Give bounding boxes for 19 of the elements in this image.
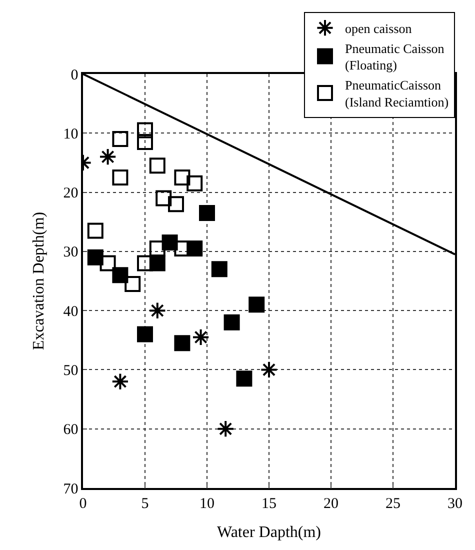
legend-label: open caisson — [345, 20, 412, 36]
y-tick-label: 70 — [63, 481, 78, 498]
y-tick-label: 20 — [63, 186, 78, 202]
y-tick-label: 0 — [70, 67, 78, 84]
x-tick-label: 30 — [448, 496, 462, 512]
y-tick-label: 30 — [63, 244, 78, 261]
y-axis-title: Excavation Depth(m) — [30, 212, 48, 350]
x-axis-title: Water Dapth(m) — [217, 524, 321, 541]
x-tick-label: 25 — [386, 496, 400, 512]
x-tick-label: 20 — [324, 496, 338, 512]
x-tick-label: 5 — [141, 496, 149, 512]
y-tick-label: 60 — [63, 422, 78, 438]
y-tick-label: 40 — [63, 304, 78, 320]
y-tick-label: 10 — [63, 126, 78, 142]
y-tick-label: 50 — [63, 362, 78, 379]
legend-label: Pneumatic Caisson (Floating) — [345, 40, 445, 73]
x-tick-label: 10 — [200, 496, 214, 512]
x-tick-label: 15 — [262, 496, 276, 512]
legend-label: PneumaticCaisson (Island Reciamtion) — [345, 78, 449, 110]
